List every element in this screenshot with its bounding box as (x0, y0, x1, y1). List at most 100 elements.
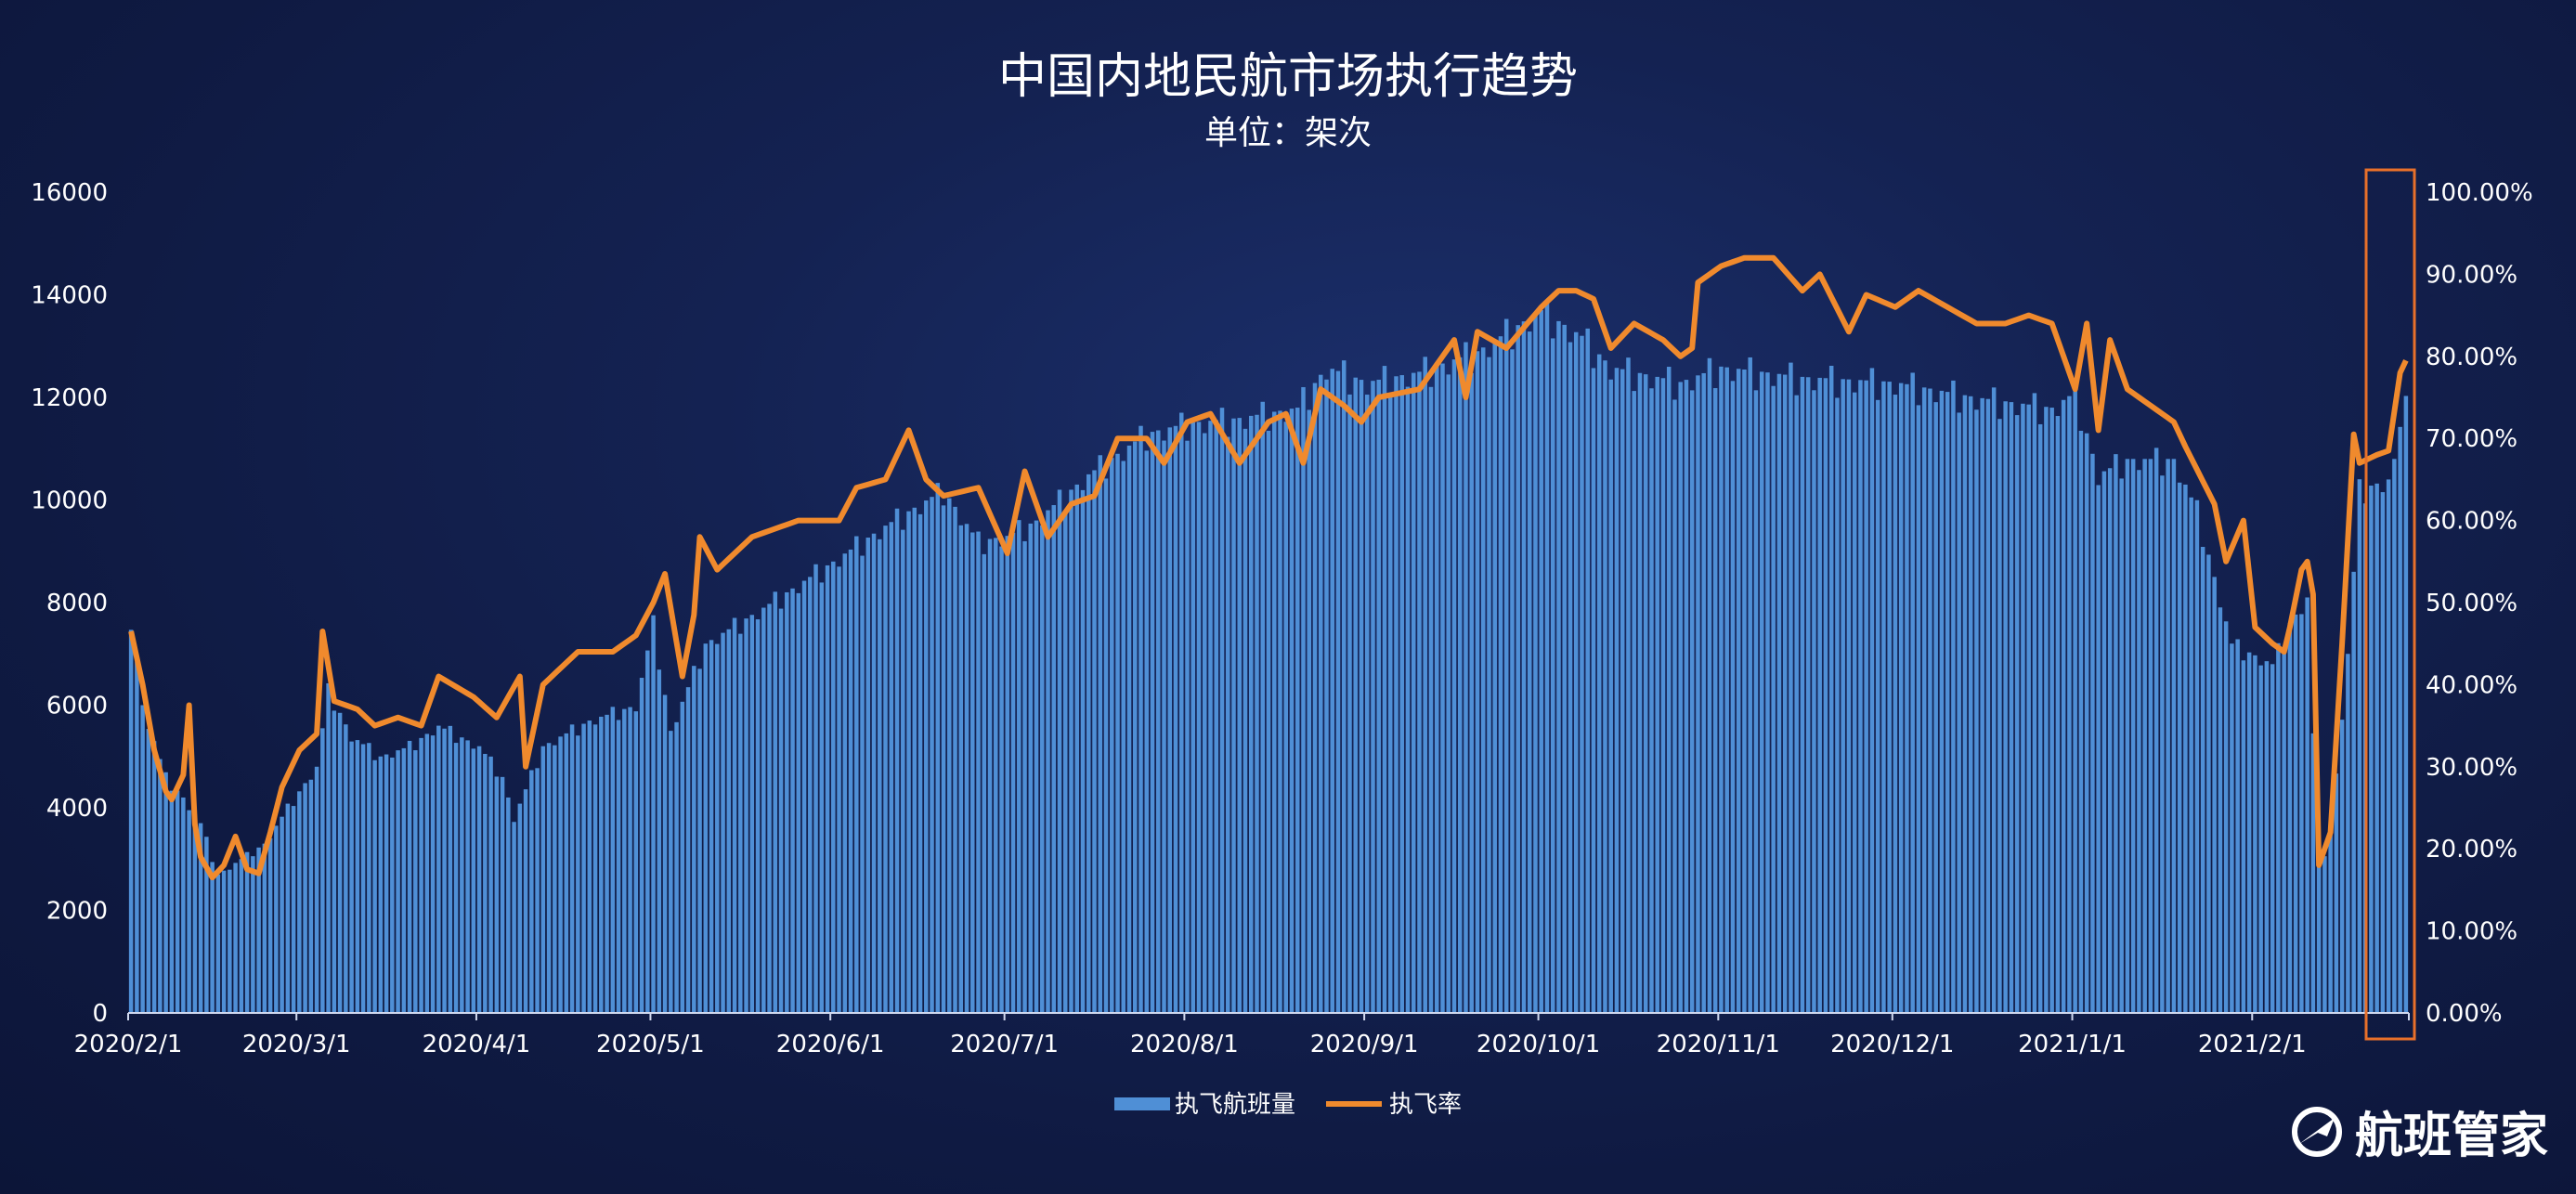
bar (1417, 371, 1422, 1014)
y-left-tick-label: 16000 (31, 179, 108, 207)
bar (1510, 349, 1515, 1013)
x-tick-label: 2020/3/1 (242, 1031, 351, 1058)
bar (2299, 614, 2304, 1013)
bar (2305, 597, 2309, 1013)
chart-subtitle: 单位：架次 (1204, 114, 1372, 152)
bar (2073, 380, 2077, 1014)
bar (442, 728, 447, 1013)
bar (1423, 357, 1427, 1013)
bar (2351, 571, 2356, 1013)
bar (1533, 314, 1538, 1014)
bar (831, 561, 836, 1013)
bar (1492, 340, 1497, 1014)
bar (1736, 369, 1741, 1014)
bar (1527, 331, 1532, 1014)
bar (709, 640, 714, 1013)
bar (2339, 720, 2345, 1013)
bar (2334, 773, 2339, 1013)
bar (378, 756, 384, 1013)
bar (1387, 396, 1393, 1013)
bar (1893, 395, 1898, 1013)
bar (1921, 387, 1927, 1014)
bar (1771, 385, 1776, 1014)
bar (1115, 453, 1120, 1013)
bar (488, 756, 493, 1013)
bar (2148, 459, 2153, 1013)
bar (2374, 483, 2379, 1013)
y-right-tick-label: 60.00% (2426, 508, 2517, 536)
bar (210, 862, 215, 1013)
x-tick-label: 2021/1/1 (2018, 1031, 2127, 1058)
bar (1591, 368, 1596, 1013)
bar (987, 539, 993, 1013)
x-tick-label: 2020/7/1 (950, 1031, 1059, 1058)
bar (1185, 440, 1190, 1013)
bar (453, 743, 459, 1013)
bar (1028, 523, 1034, 1013)
bar (1858, 380, 1863, 1014)
bar (982, 553, 987, 1013)
bar (1080, 489, 1086, 1013)
bar (1266, 430, 1271, 1014)
bar (239, 859, 244, 1013)
bar (1359, 380, 1364, 1013)
bar (1364, 395, 1370, 1013)
y-left-tick-label: 14000 (31, 282, 108, 310)
bar (848, 549, 853, 1013)
bar (2194, 500, 2200, 1013)
legend: 执飞航班量 执飞率 (1114, 1091, 1462, 1119)
bar (633, 711, 639, 1013)
bar (1841, 379, 1845, 1013)
bar (1330, 369, 1334, 1014)
bar (1828, 365, 1834, 1014)
bar (187, 810, 191, 1013)
bar (512, 822, 516, 1013)
bar (825, 565, 830, 1013)
bar (1521, 321, 1527, 1013)
bar (146, 729, 151, 1013)
bar (1475, 351, 1480, 1013)
bar (1126, 445, 1132, 1013)
bar (1110, 458, 1114, 1013)
bar (1852, 392, 1857, 1013)
bar (1464, 342, 1468, 1013)
bar (1991, 387, 1997, 1014)
bar (1614, 368, 1620, 1014)
bar (1875, 399, 1880, 1013)
bar (842, 553, 848, 1013)
bar (999, 546, 1004, 1013)
y-right-tick-label: 70.00% (2426, 425, 2517, 453)
bar (2003, 401, 2008, 1013)
bar (332, 710, 337, 1013)
bar (901, 529, 905, 1013)
bar (564, 733, 569, 1013)
line-series (128, 254, 2409, 881)
bar (2084, 433, 2089, 1013)
bar (697, 668, 702, 1013)
bar (645, 650, 650, 1013)
bar (2380, 492, 2386, 1013)
bar (599, 716, 604, 1013)
bar (2241, 660, 2246, 1013)
x-tick-label: 2020/6/1 (776, 1031, 885, 1058)
bar (1144, 450, 1150, 1013)
bar (1190, 422, 1196, 1013)
bar (680, 701, 685, 1013)
bar (1440, 363, 1445, 1013)
bar (1835, 397, 1840, 1014)
bar (158, 759, 163, 1013)
bar (1428, 386, 1434, 1013)
bar (2183, 484, 2188, 1013)
bar (436, 725, 441, 1013)
bar (1869, 368, 1875, 1013)
bar (320, 728, 325, 1013)
bar (337, 712, 343, 1013)
bar (889, 522, 894, 1013)
bar (1980, 397, 1984, 1014)
bar (1399, 375, 1404, 1013)
bar (2346, 654, 2350, 1013)
bar (1498, 336, 1503, 1013)
bar (2101, 471, 2107, 1013)
bar (685, 687, 691, 1013)
bar (1046, 510, 1050, 1013)
